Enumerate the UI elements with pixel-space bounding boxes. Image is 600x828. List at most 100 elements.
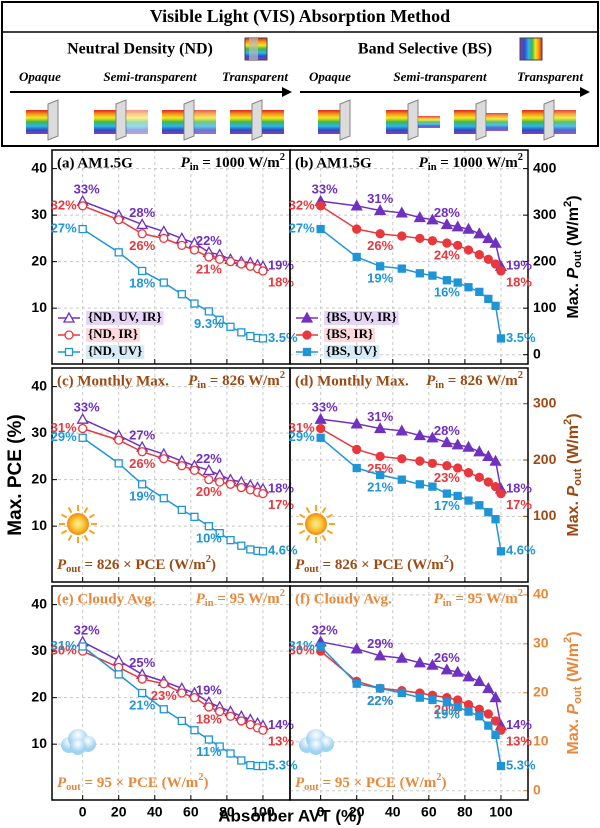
light-in [386, 110, 408, 134]
text-part: P [434, 591, 444, 607]
value-label: 33% [74, 400, 100, 415]
cloud-icon [308, 739, 324, 755]
sun-ray [326, 513, 333, 519]
text-part: in [443, 598, 452, 609]
text-part: out [304, 782, 319, 793]
marker [483, 254, 493, 264]
marker [440, 218, 453, 230]
marker [204, 522, 214, 531]
panel-title: (a) AM1.5G [57, 155, 133, 171]
text-part: ) [565, 195, 582, 200]
x-tick-label: 100 [251, 804, 275, 820]
value-label: 27% [289, 221, 315, 236]
stage-label: Opaque [19, 69, 61, 84]
marker [397, 454, 407, 464]
panel-input-power: Pin = 826 W/m2 [188, 370, 285, 391]
marker [474, 250, 484, 260]
power-formula: Pout = 826 × PCE (W/m2) [295, 554, 454, 575]
marker [473, 445, 486, 457]
marker [376, 470, 385, 480]
panel-input-power: Pin = 1000 W/m2 [181, 152, 285, 173]
sun-icon [67, 513, 89, 535]
value-label: 19% [268, 258, 294, 273]
y2-tick-label: 300 [533, 394, 557, 410]
value-label: 31% [51, 420, 77, 435]
marker [246, 331, 255, 341]
value-label: 19% [434, 707, 460, 722]
marker [463, 699, 474, 710]
marker [442, 276, 452, 285]
marker [453, 240, 463, 251]
arrow-head [580, 87, 590, 97]
stage-label: Transparent [517, 69, 583, 84]
value-label: 26% [129, 456, 155, 471]
marker [427, 458, 438, 469]
absorber [251, 99, 263, 141]
marker [489, 691, 502, 703]
marker [395, 651, 408, 663]
light-out [126, 110, 148, 134]
marker [138, 266, 147, 276]
text-part: 2 [436, 772, 441, 783]
marker [316, 423, 326, 434]
cloud-icon [70, 739, 86, 755]
text-part: out [572, 468, 584, 486]
value-label: 31% [51, 638, 77, 653]
panel-input-power: Pin = 95 W/m2 [196, 588, 285, 609]
text-part: (W/m [565, 425, 582, 469]
marker [415, 456, 425, 466]
text-part: out [66, 564, 81, 575]
value-label: 21% [196, 261, 222, 276]
marker [302, 330, 312, 340]
marker [462, 670, 475, 682]
text-part: = 95 × PCE (W/m [81, 775, 199, 791]
value-label: 21% [129, 697, 155, 712]
value-label: 19% [196, 683, 222, 698]
nd-title: Neutral Density (ND) [67, 41, 213, 58]
light-in [522, 110, 544, 134]
y-tick-label: 20 [31, 470, 47, 486]
y2-axis-label: Max. Pout (W/m2) [562, 413, 584, 536]
marker [451, 438, 464, 450]
text-part: ) [211, 557, 216, 573]
marker [473, 227, 486, 239]
x-tick-label: 20 [349, 804, 365, 820]
marker [136, 218, 149, 230]
series-line [82, 418, 264, 490]
text-part: 2 [518, 370, 523, 381]
marker [236, 259, 246, 269]
panel-title: (e) Cloudy Avg. [57, 591, 156, 607]
marker [237, 541, 246, 550]
text-part: in [428, 162, 437, 173]
marker [159, 705, 168, 714]
marker [350, 199, 363, 211]
value-label: 18% [506, 274, 532, 289]
marker [159, 278, 168, 287]
text-part: 2 [518, 588, 523, 599]
marker [226, 322, 235, 331]
value-label: 13% [506, 734, 532, 749]
marker [177, 461, 187, 471]
y-tick-label: 40 [31, 377, 47, 393]
text-part: ) [449, 557, 454, 573]
text-part: in [190, 162, 199, 173]
text-part: 2 [444, 554, 449, 565]
marker [64, 330, 74, 340]
marker [453, 702, 462, 712]
marker [204, 475, 214, 485]
marker [316, 224, 325, 234]
marker [190, 299, 199, 308]
legend-highlight [86, 328, 140, 342]
y-tick-label: 10 [31, 517, 47, 533]
marker [415, 269, 424, 278]
text-part: = 95 W/m [452, 591, 519, 607]
header-frame [1, 1, 599, 147]
panel-title: (c) Monthly Max. [57, 373, 169, 389]
value-label: 26% [129, 238, 155, 253]
light-out [554, 110, 576, 134]
marker [374, 422, 387, 434]
text-part: = 826 × PCE (W/m [81, 557, 207, 573]
value-label: 20% [196, 484, 222, 499]
marker [138, 688, 147, 698]
